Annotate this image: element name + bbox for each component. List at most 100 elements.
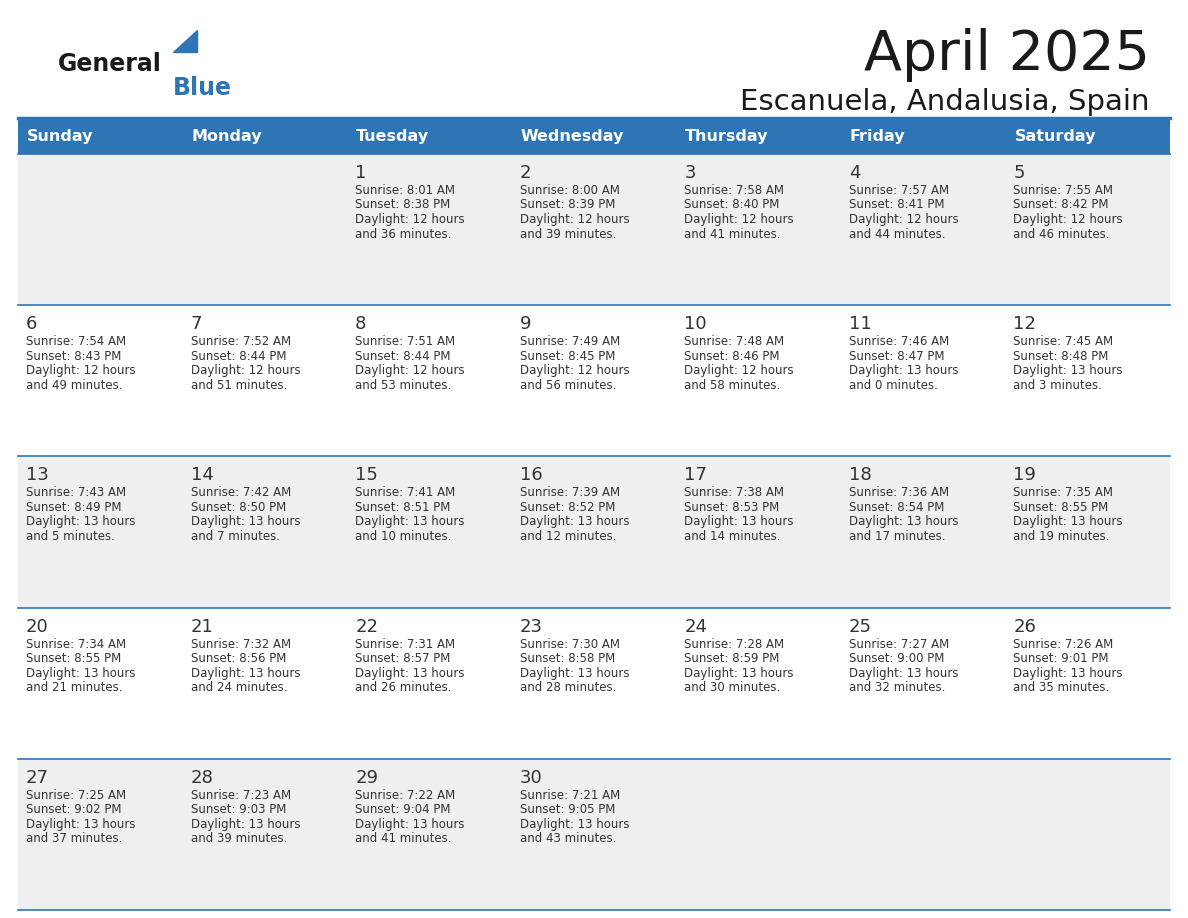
Text: Daylight: 13 hours: Daylight: 13 hours [190, 818, 301, 831]
Text: and 39 minutes.: and 39 minutes. [519, 228, 617, 241]
Text: Sunrise: 7:32 AM: Sunrise: 7:32 AM [190, 638, 291, 651]
Text: Daylight: 12 hours: Daylight: 12 hours [519, 364, 630, 377]
Bar [512, 759, 676, 910]
Text: and 30 minutes.: and 30 minutes. [684, 681, 781, 694]
Text: Daylight: 13 hours: Daylight: 13 hours [849, 666, 959, 679]
Text: Daylight: 13 hours: Daylight: 13 hours [519, 515, 630, 529]
Text: and 32 minutes.: and 32 minutes. [849, 681, 946, 694]
Text: and 7 minutes.: and 7 minutes. [190, 530, 279, 543]
Text: 8: 8 [355, 315, 367, 333]
Bar [841, 608, 1005, 759]
Bar [18, 759, 183, 910]
Text: Sunset: 8:51 PM: Sunset: 8:51 PM [355, 501, 450, 514]
Bar [512, 305, 676, 456]
Text: and 56 minutes.: and 56 minutes. [519, 379, 617, 392]
Text: and 58 minutes.: and 58 minutes. [684, 379, 781, 392]
Bar [676, 456, 841, 608]
Text: and 41 minutes.: and 41 minutes. [355, 833, 451, 845]
Text: Sunset: 8:38 PM: Sunset: 8:38 PM [355, 198, 450, 211]
Bar [18, 154, 183, 305]
Text: Monday: Monday [191, 129, 263, 143]
Text: Daylight: 13 hours: Daylight: 13 hours [849, 364, 959, 377]
Bar [676, 608, 841, 759]
Text: Sunset: 8:53 PM: Sunset: 8:53 PM [684, 501, 779, 514]
Text: Sunrise: 7:41 AM: Sunrise: 7:41 AM [355, 487, 455, 499]
Text: Sunrise: 7:36 AM: Sunrise: 7:36 AM [849, 487, 949, 499]
Text: Sunset: 8:49 PM: Sunset: 8:49 PM [26, 501, 121, 514]
Text: Sunset: 9:04 PM: Sunset: 9:04 PM [355, 803, 450, 816]
Bar [1005, 608, 1170, 759]
Text: 18: 18 [849, 466, 872, 485]
Text: and 17 minutes.: and 17 minutes. [849, 530, 946, 543]
Text: 10: 10 [684, 315, 707, 333]
Text: and 39 minutes.: and 39 minutes. [190, 833, 287, 845]
Text: Sunday: Sunday [27, 129, 94, 143]
Text: 9: 9 [519, 315, 531, 333]
Text: and 12 minutes.: and 12 minutes. [519, 530, 617, 543]
Text: Daylight: 12 hours: Daylight: 12 hours [355, 364, 465, 377]
Text: Sunrise: 7:35 AM: Sunrise: 7:35 AM [1013, 487, 1113, 499]
Text: 5: 5 [1013, 164, 1025, 182]
Text: Sunset: 8:39 PM: Sunset: 8:39 PM [519, 198, 615, 211]
Text: and 28 minutes.: and 28 minutes. [519, 681, 617, 694]
Text: April 2025: April 2025 [864, 28, 1150, 82]
Text: Sunrise: 7:23 AM: Sunrise: 7:23 AM [190, 789, 291, 801]
Text: Sunset: 8:55 PM: Sunset: 8:55 PM [26, 652, 121, 666]
Bar [1005, 305, 1170, 456]
Text: Daylight: 13 hours: Daylight: 13 hours [26, 818, 135, 831]
Text: 30: 30 [519, 768, 543, 787]
Text: 12: 12 [1013, 315, 1036, 333]
Polygon shape [173, 30, 197, 52]
Bar [183, 456, 347, 608]
Text: Wednesday: Wednesday [520, 129, 624, 143]
Text: Daylight: 12 hours: Daylight: 12 hours [26, 364, 135, 377]
Bar [18, 608, 183, 759]
Text: 16: 16 [519, 466, 543, 485]
Text: Sunset: 9:02 PM: Sunset: 9:02 PM [26, 803, 121, 816]
Text: 7: 7 [190, 315, 202, 333]
Bar [841, 118, 1005, 154]
Text: General: General [58, 52, 162, 76]
Text: 28: 28 [190, 768, 214, 787]
Bar [1005, 456, 1170, 608]
Text: Sunrise: 7:21 AM: Sunrise: 7:21 AM [519, 789, 620, 801]
Text: 6: 6 [26, 315, 37, 333]
Text: Sunset: 8:55 PM: Sunset: 8:55 PM [1013, 501, 1108, 514]
Text: 3: 3 [684, 164, 696, 182]
Text: 4: 4 [849, 164, 860, 182]
Text: Sunset: 8:59 PM: Sunset: 8:59 PM [684, 652, 779, 666]
Text: and 46 minutes.: and 46 minutes. [1013, 228, 1110, 241]
Text: Sunrise: 7:52 AM: Sunrise: 7:52 AM [190, 335, 291, 348]
Text: Sunrise: 7:49 AM: Sunrise: 7:49 AM [519, 335, 620, 348]
Text: Sunrise: 7:22 AM: Sunrise: 7:22 AM [355, 789, 455, 801]
Bar [183, 305, 347, 456]
Text: Sunrise: 7:57 AM: Sunrise: 7:57 AM [849, 184, 949, 197]
Bar [347, 759, 512, 910]
Text: and 43 minutes.: and 43 minutes. [519, 833, 617, 845]
Text: Sunrise: 7:31 AM: Sunrise: 7:31 AM [355, 638, 455, 651]
Text: and 41 minutes.: and 41 minutes. [684, 228, 781, 241]
Text: Daylight: 13 hours: Daylight: 13 hours [1013, 515, 1123, 529]
Text: 25: 25 [849, 618, 872, 635]
Text: Saturday: Saturday [1015, 129, 1095, 143]
Bar [183, 154, 347, 305]
Bar [841, 456, 1005, 608]
Text: Sunrise: 7:45 AM: Sunrise: 7:45 AM [1013, 335, 1113, 348]
Text: and 14 minutes.: and 14 minutes. [684, 530, 781, 543]
Text: and 49 minutes.: and 49 minutes. [26, 379, 122, 392]
Text: Daylight: 13 hours: Daylight: 13 hours [355, 818, 465, 831]
Text: Sunset: 8:47 PM: Sunset: 8:47 PM [849, 350, 944, 363]
Text: Daylight: 12 hours: Daylight: 12 hours [1013, 213, 1123, 226]
Text: and 21 minutes.: and 21 minutes. [26, 681, 122, 694]
Text: Sunset: 8:48 PM: Sunset: 8:48 PM [1013, 350, 1108, 363]
Text: Daylight: 12 hours: Daylight: 12 hours [849, 213, 959, 226]
Text: Sunrise: 7:55 AM: Sunrise: 7:55 AM [1013, 184, 1113, 197]
Text: Sunrise: 7:28 AM: Sunrise: 7:28 AM [684, 638, 784, 651]
Bar [347, 118, 512, 154]
Text: Sunrise: 7:51 AM: Sunrise: 7:51 AM [355, 335, 455, 348]
Bar [183, 118, 347, 154]
Text: Sunset: 8:41 PM: Sunset: 8:41 PM [849, 198, 944, 211]
Text: and 37 minutes.: and 37 minutes. [26, 833, 122, 845]
Text: Daylight: 13 hours: Daylight: 13 hours [1013, 666, 1123, 679]
Bar [1005, 154, 1170, 305]
